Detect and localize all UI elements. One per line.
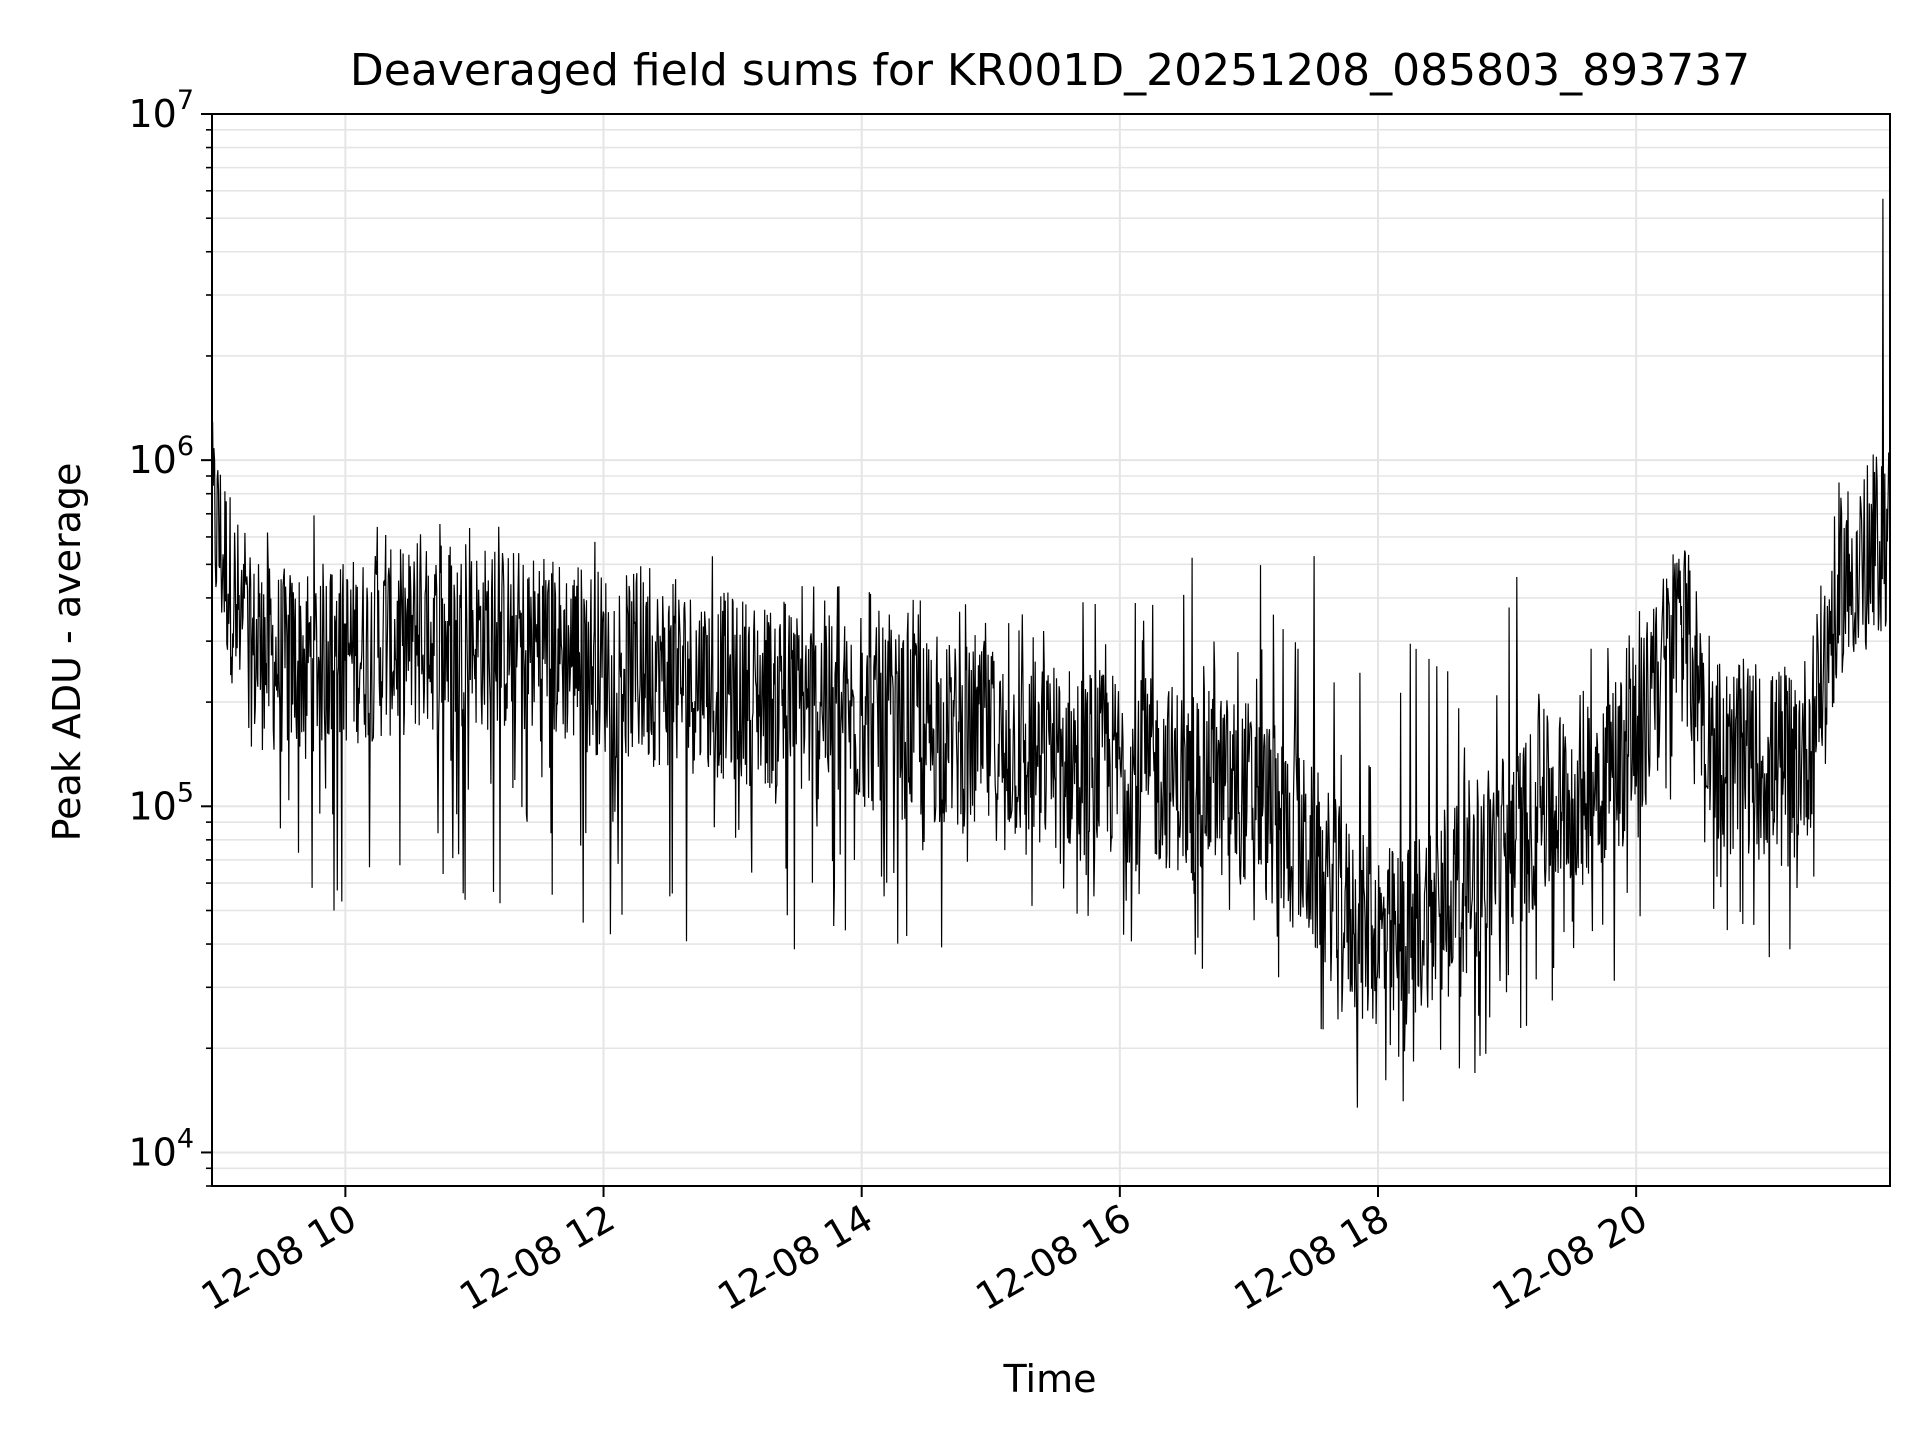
y-tick-label: 104	[128, 1123, 194, 1174]
y-axis-label: Peak ADU - average	[45, 463, 89, 842]
chart-title: Deaveraged field sums for KR001D_2025120…	[350, 45, 1750, 96]
y-tick-label: 105	[128, 777, 194, 828]
x-tick-label: 12-08 10	[194, 1196, 364, 1320]
y-tick-exponent: 7	[177, 85, 194, 116]
x-axis-label: Time	[1003, 1357, 1097, 1401]
x-tick-label: 12-08 12	[452, 1196, 622, 1320]
y-tick-exponent: 5	[177, 777, 194, 808]
y-tick-exponent: 4	[177, 1123, 194, 1154]
x-tick-label: 12-08 14	[710, 1196, 880, 1320]
plot-frame	[211, 113, 1891, 1187]
grid	[212, 113, 1890, 1187]
plot-area	[211, 198, 1891, 1108]
x-tick-label: 12-08 18	[1227, 1196, 1397, 1320]
x-tick-label: 12-08 20	[1485, 1196, 1655, 1320]
y-tick-label: 107	[128, 85, 194, 136]
x-tick-label: 12-08 16	[968, 1196, 1138, 1320]
y-tick-label: 106	[128, 431, 194, 482]
y-tick-exponent: 6	[177, 431, 194, 462]
series-line	[211, 198, 1891, 1108]
